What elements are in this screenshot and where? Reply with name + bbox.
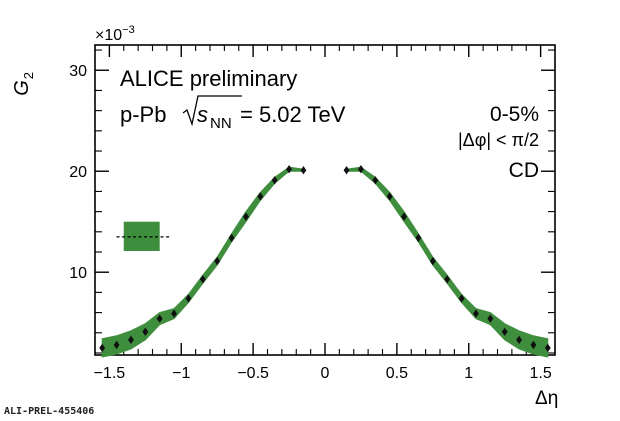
- data-point: [343, 166, 350, 175]
- data-point: [300, 166, 307, 175]
- data-point: [487, 314, 494, 323]
- y-tick-label: 10: [69, 265, 87, 282]
- data-point: [257, 192, 264, 201]
- data-point: [171, 309, 178, 318]
- data-point: [185, 294, 192, 303]
- x-tick-label: 1.5: [530, 365, 552, 382]
- data-point: [286, 165, 293, 174]
- data-point: [386, 192, 393, 201]
- data-point: [214, 256, 221, 266]
- x-axis-label: Δη: [535, 388, 558, 409]
- data-point: [199, 275, 206, 284]
- x-axis-ticks: −1.5 −1 −0.5 0 0.5 1 1.5: [94, 45, 556, 382]
- svg-text:s: s: [197, 102, 208, 127]
- annotation-type: CD: [509, 159, 539, 182]
- svg-text:= 5.02 TeV: = 5.02 TeV: [240, 102, 346, 127]
- data-point: [458, 294, 465, 303]
- y-axis-label: G2: [11, 72, 36, 96]
- annotation-dphi: |Δφ| < π/2: [458, 130, 539, 150]
- annotation-energy: p-Pb s NN = 5.02 TeV: [120, 95, 346, 132]
- x-tick-label: −1.5: [94, 365, 126, 382]
- x-tick-label: −1: [172, 365, 190, 382]
- data-point: [501, 327, 508, 336]
- data-point: [228, 233, 235, 243]
- data-point: [271, 176, 278, 185]
- x-tick-label: −0.5: [237, 365, 269, 382]
- data-point: [544, 343, 551, 353]
- plot-frame: [94, 44, 556, 356]
- y-axis-ticks: 10 20 30: [69, 49, 555, 354]
- systematic-band-left: [101, 166, 304, 358]
- data-markers: [99, 165, 551, 353]
- x-tick-label: 0.5: [386, 365, 408, 382]
- y-tick-label: 30: [69, 63, 87, 80]
- data-point: [99, 343, 106, 353]
- systematic-band-right: [346, 166, 549, 358]
- data-point: [516, 335, 523, 345]
- data-point: [242, 212, 249, 221]
- data-point: [113, 340, 120, 350]
- systematic-bands: [101, 166, 549, 358]
- svg-text:NN: NN: [210, 115, 232, 132]
- x-tick-label: 1: [464, 365, 473, 382]
- data-point: [401, 212, 408, 221]
- x-tick-label: 0: [321, 365, 330, 382]
- y-tick-label: 20: [69, 164, 87, 181]
- annotation-alice: ALICE preliminary: [120, 66, 297, 91]
- data-point: [429, 256, 436, 266]
- data-point: [530, 340, 537, 350]
- data-point: [372, 176, 379, 185]
- svg-text:G2: G2: [11, 72, 36, 96]
- data-point: [472, 309, 479, 318]
- annotation-centrality: 0-5%: [490, 103, 539, 126]
- y-multiplier: ×10−3: [95, 24, 135, 44]
- scale-uncertainty: [116, 221, 170, 251]
- figure-id: ALI-PREL-455406: [4, 406, 94, 417]
- sqrt-symbol: [182, 95, 242, 127]
- data-point: [127, 335, 134, 345]
- data-point: [444, 275, 451, 284]
- data-point: [142, 327, 149, 336]
- data-point: [156, 314, 163, 323]
- data-point: [415, 233, 422, 243]
- svg-text:p-Pb: p-Pb: [120, 102, 166, 127]
- data-point: [357, 165, 364, 174]
